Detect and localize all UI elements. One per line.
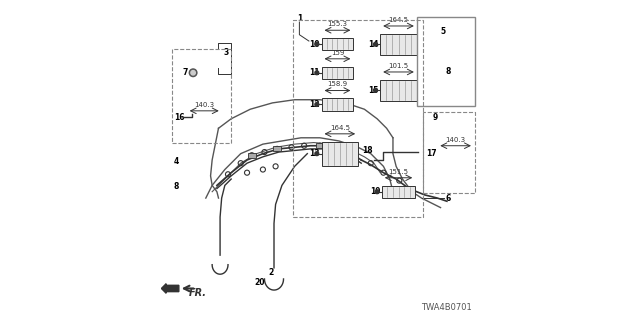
Bar	[423, 112, 476, 193]
Text: 15: 15	[368, 86, 379, 95]
Bar	[273, 146, 281, 151]
Text: 12: 12	[310, 100, 320, 109]
Bar	[380, 80, 417, 100]
Bar	[382, 186, 415, 198]
Bar	[316, 143, 324, 148]
Bar	[248, 153, 255, 158]
Bar	[293, 20, 423, 217]
Text: 14: 14	[368, 40, 379, 49]
Text: 8: 8	[445, 67, 451, 76]
Text: 159: 159	[331, 50, 344, 56]
Circle shape	[315, 71, 319, 75]
Circle shape	[315, 152, 319, 156]
Bar	[321, 67, 353, 79]
Text: FR.: FR.	[188, 288, 206, 298]
Circle shape	[189, 69, 197, 76]
Circle shape	[315, 103, 319, 106]
Text: 20: 20	[254, 278, 264, 287]
Text: 8: 8	[173, 182, 179, 191]
Text: 10: 10	[310, 40, 320, 49]
FancyArrow shape	[161, 284, 179, 293]
Text: 5: 5	[440, 27, 445, 36]
Circle shape	[374, 88, 378, 92]
Circle shape	[315, 42, 319, 46]
Text: 7: 7	[182, 68, 188, 77]
Bar	[173, 49, 231, 142]
Text: TWA4B0701: TWA4B0701	[422, 303, 472, 312]
Text: 151.5: 151.5	[388, 169, 408, 175]
Text: 155.3: 155.3	[328, 21, 348, 27]
Text: 13: 13	[310, 149, 320, 158]
Text: 11: 11	[310, 68, 320, 77]
Text: 158.9: 158.9	[328, 81, 348, 87]
Text: 1: 1	[297, 14, 302, 23]
Text: 18: 18	[362, 146, 372, 155]
Text: 164.5: 164.5	[330, 125, 350, 131]
Circle shape	[374, 42, 378, 46]
Bar	[321, 99, 353, 110]
Text: 17: 17	[426, 149, 437, 158]
Text: 140.3: 140.3	[194, 102, 214, 108]
Bar	[321, 38, 353, 50]
Circle shape	[375, 190, 379, 194]
Circle shape	[191, 70, 195, 75]
Text: 101.5: 101.5	[388, 63, 408, 69]
Bar	[321, 142, 358, 165]
Bar	[380, 34, 417, 54]
Text: 16: 16	[174, 113, 184, 122]
Text: 19: 19	[370, 187, 380, 196]
Text: 140.3: 140.3	[445, 137, 466, 142]
Text: 2: 2	[269, 268, 274, 277]
Text: 164.5: 164.5	[388, 17, 408, 23]
Text: 4: 4	[173, 157, 179, 166]
Text: 3: 3	[223, 48, 228, 57]
Text: 9: 9	[433, 113, 438, 122]
Text: 6: 6	[445, 194, 451, 203]
Bar	[417, 17, 476, 106]
